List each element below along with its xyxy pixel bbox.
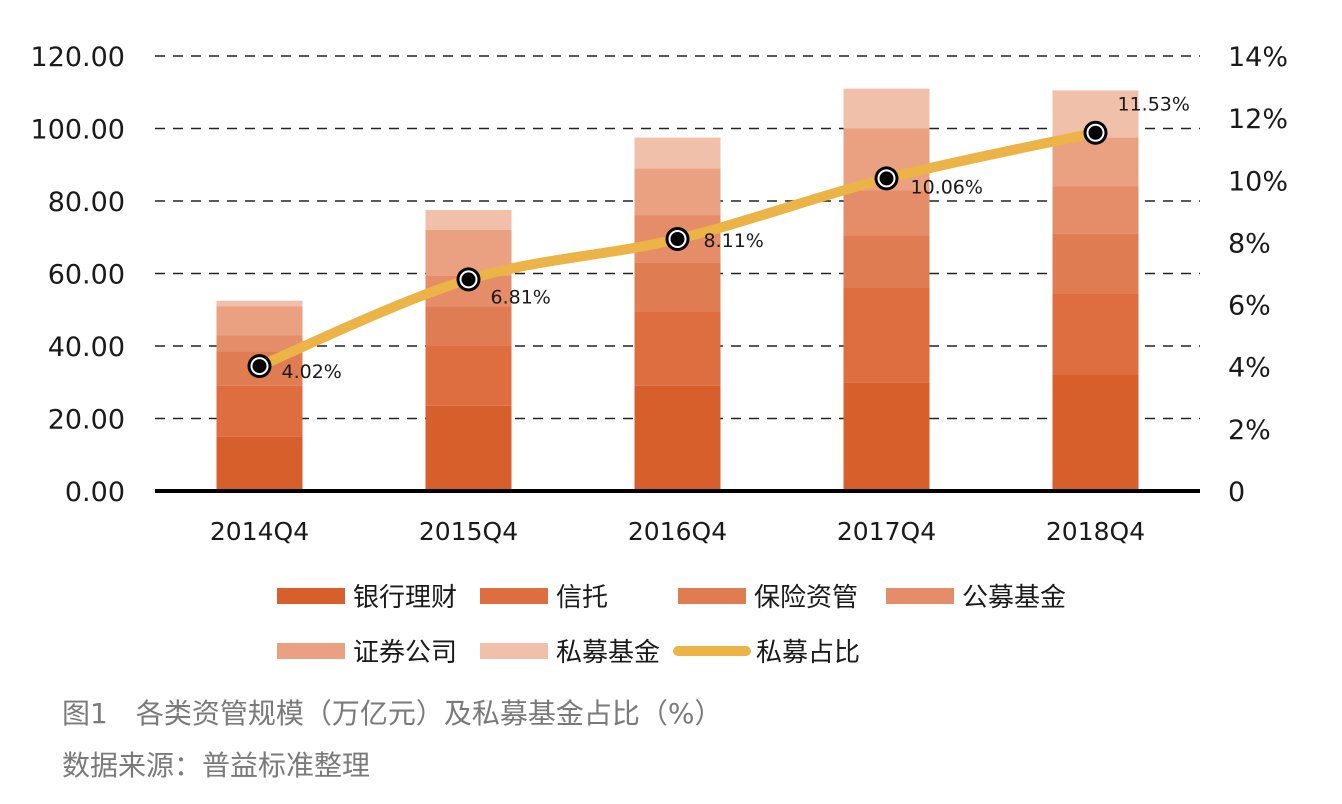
bar-segment — [634, 311, 721, 386]
share-data-label: 8.11% — [704, 230, 764, 252]
left-tick-label: 0.00 — [65, 477, 125, 508]
bar-segment — [1052, 375, 1139, 491]
bar-segment — [216, 306, 303, 336]
share-point-ring — [459, 270, 478, 289]
bar-segment — [843, 288, 930, 383]
legend-swatch — [480, 643, 548, 659]
bar-segment — [216, 436, 303, 491]
bar-segment — [1052, 186, 1139, 234]
bar-segment — [843, 88, 930, 129]
bar-segment — [1052, 293, 1139, 375]
legend-label: 私募基金 — [556, 638, 660, 668]
share-point-ring — [668, 230, 687, 249]
right-tick-label: 4% — [1228, 353, 1271, 384]
bar-segment — [216, 300, 303, 307]
left-tick-label: 20.00 — [48, 405, 125, 436]
left-tick-label: 60.00 — [48, 260, 125, 291]
bar-segment — [216, 385, 303, 437]
category-label: 2015Q4 — [419, 517, 518, 546]
right-axis-ticks: 0 2% 4% 6% 8% 10% 12% 14% — [1228, 42, 1288, 508]
left-tick-label: 120.00 — [31, 42, 125, 73]
legend-swatch — [277, 588, 345, 604]
bar-segment — [1052, 233, 1139, 294]
legend-label: 信托 — [556, 583, 608, 613]
share-point-ring — [1086, 123, 1105, 142]
right-tick-label: 0 — [1228, 477, 1245, 508]
left-tick-label: 100.00 — [31, 115, 125, 146]
bar-segment — [634, 385, 721, 491]
legend-swatch — [886, 588, 954, 604]
right-tick-label: 8% — [1228, 228, 1271, 259]
bar-segment — [843, 190, 930, 236]
share-data-label: 11.53% — [1118, 94, 1190, 116]
bar-segment — [425, 405, 512, 491]
bar-segment — [425, 346, 512, 406]
bar-segment — [425, 210, 512, 230]
category-label: 2016Q4 — [628, 517, 727, 546]
legend-label: 银行理财 — [353, 583, 457, 613]
right-tick-label: 12% — [1228, 104, 1288, 135]
bar-segment — [843, 382, 930, 491]
left-tick-label: 80.00 — [48, 187, 125, 218]
legend-swatch — [480, 588, 548, 604]
figure-caption: 图1 各类资管规模（万亿元）及私募基金占比（%） — [62, 697, 723, 730]
bar-segment — [216, 335, 303, 352]
left-axis-ticks: 0.00 20.00 40.00 60.00 80.00 100.00 120.00 — [31, 42, 125, 508]
chart-area: 4.02% 6.81% 8.11% 10.06% 11.53% 0.00 20.00 40.… — [31, 42, 1289, 668]
legend-label: 证券公司 — [353, 638, 457, 668]
left-tick-label: 40.00 — [48, 332, 125, 363]
right-tick-label: 14% — [1228, 42, 1288, 73]
right-tick-label: 10% — [1228, 166, 1288, 197]
share-point-ring — [250, 357, 269, 376]
bar-segment — [843, 235, 930, 288]
share-data-label: 4.02% — [282, 361, 342, 383]
right-tick-label: 2% — [1228, 415, 1271, 446]
bar-segment — [634, 168, 721, 216]
data-source-note: 数据来源：普益标准整理 — [62, 749, 371, 782]
bar-segment — [425, 306, 512, 346]
legend-label: 保险资管 — [754, 583, 858, 613]
legend-label: 公募基金 — [962, 583, 1066, 613]
category-label: 2018Q4 — [1046, 517, 1145, 546]
legend-swatch — [277, 643, 345, 659]
bar-segment — [634, 262, 721, 312]
category-label: 2017Q4 — [837, 517, 936, 546]
share-point-ring — [877, 169, 896, 188]
right-tick-label: 6% — [1228, 291, 1271, 322]
share-data-label: 10.06% — [911, 176, 983, 198]
category-labels: 2014Q4 2015Q4 2016Q4 2017Q4 2018Q4 — [210, 517, 1145, 546]
category-label: 2014Q4 — [210, 517, 309, 546]
legend-label: 私募占比 — [756, 638, 860, 668]
share-line: 4.02% 6.81% 8.11% 10.06% 11.53% — [247, 94, 1190, 383]
bar-segment — [1052, 137, 1139, 187]
bar-segment — [634, 137, 721, 169]
legend-swatch — [678, 588, 746, 604]
share-data-label: 6.81% — [491, 286, 551, 308]
